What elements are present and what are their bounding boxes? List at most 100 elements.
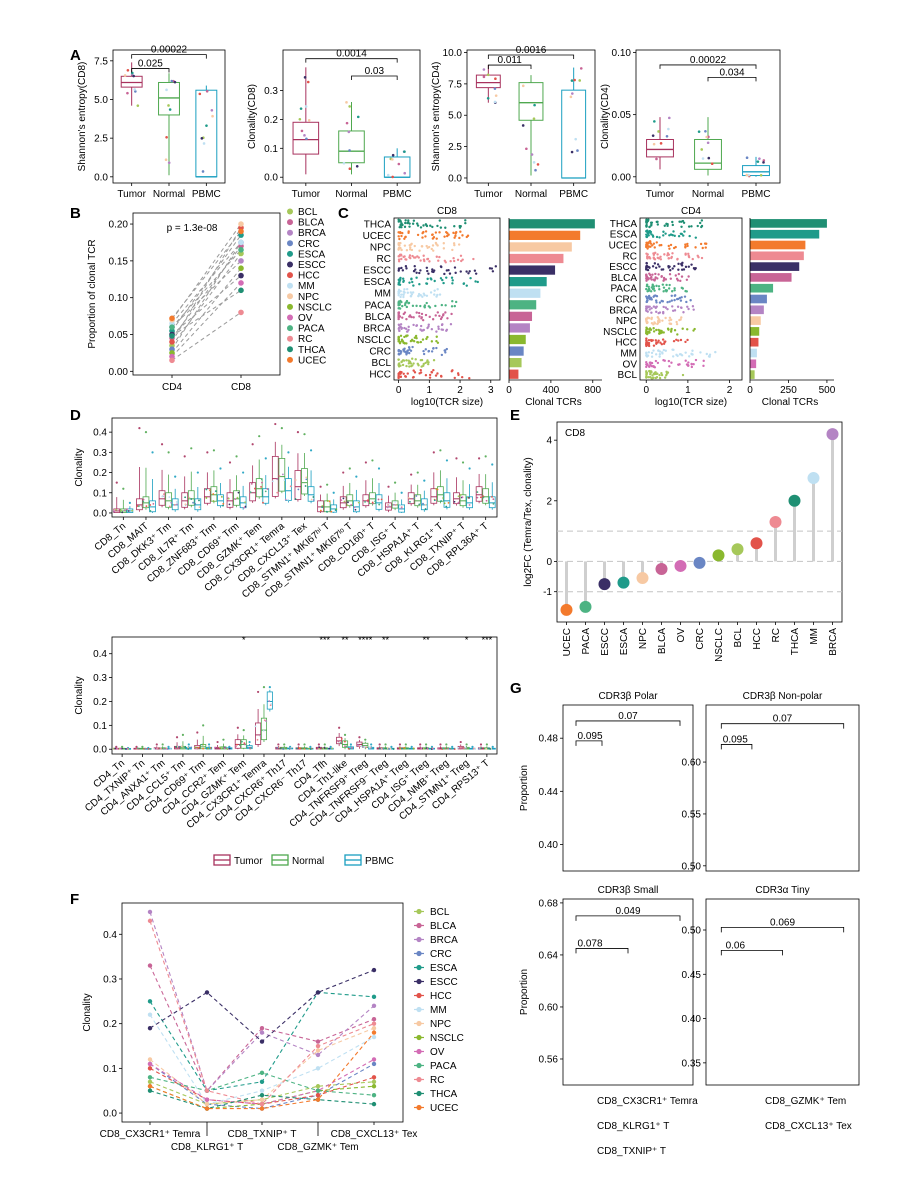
box-body [694,138,722,170]
chart-G1: CDR3β Polar0.400.440.48Proportion0.0950.… [519,691,694,872]
strip-point [673,265,676,268]
series-point [147,999,153,1004]
category-label: ESCC [363,266,391,277]
data-point [144,747,147,750]
box-body [353,500,360,513]
legend-label: HCC [298,271,320,282]
y-axis-label: Clonality [82,993,93,1031]
p-value-label: 0.06 [726,940,746,951]
data-point [530,153,534,156]
strip-point [658,355,661,358]
outlier-point [479,743,483,746]
outlier-point [135,745,138,748]
lollipop-head [731,543,744,556]
chart-A1-ytick-label: 2.5 [94,134,108,145]
chart-title: CDR3β Polar [598,691,658,702]
strip-point [421,236,424,239]
strip-point [658,353,662,356]
box-body [136,498,143,511]
data-point [570,150,574,154]
box-body [226,492,234,508]
x-tick-label: Normal [692,189,724,200]
strip-point [438,219,442,222]
strip-point [447,233,450,236]
chart-B-ytick-label: 0.05 [109,330,129,341]
data-point [310,498,313,501]
category-label: RC [623,251,637,262]
data-point [489,747,492,750]
data-point [268,700,271,702]
p-value-label: 0.00022 [690,55,727,66]
outlier-point [387,485,390,488]
strip-point [400,350,403,353]
chart-title: CD4 [681,206,701,217]
strip-point [657,349,660,352]
strip-point [660,373,664,377]
outlier-point [262,686,266,689]
strip-point [403,225,407,229]
chart-A3-ytick-label: 2.5 [448,142,462,153]
strip-point [410,242,413,246]
strip-point [408,351,411,355]
chart-D1: 0.00.10.20.30.4ClonalityCD8_TnCD8_MAITCD… [74,417,498,600]
strip-point [397,294,400,297]
x-tick-label: PBMC [383,189,412,200]
bar [509,219,595,229]
strip-point [408,346,411,349]
strip-point [403,303,407,307]
chart-F-ytick-label: 0.3 [103,974,117,985]
data-point [121,747,123,750]
data-point [344,740,346,743]
outlier-point [478,457,481,460]
outlier-point [303,743,306,746]
data-point [241,740,243,743]
strip-point [687,355,691,358]
data-point [343,500,346,503]
data-point [363,746,366,749]
category-label: MM [620,349,637,360]
data-point [295,747,298,750]
chart-F-ytick-label: 0.1 [103,1064,117,1075]
strip-point [422,292,426,295]
strip-point [408,361,411,365]
strip-point [651,244,654,247]
strip-point [649,328,653,331]
strip-point [406,330,409,333]
strip-point [403,291,406,294]
strip-point [420,316,424,319]
legend-swatch [287,219,293,226]
data-point [177,745,180,748]
strip-point [425,244,428,248]
strip-point [415,222,419,225]
legend-label: PACA [298,324,325,335]
data-point [447,501,450,504]
outlier-point [160,443,164,446]
strip-point [453,225,456,228]
box-body [165,492,172,508]
strip-point [655,241,658,244]
strip-point [405,258,408,261]
data-point-cd4 [169,357,175,364]
box-body [644,756,664,781]
strip-point [473,269,477,272]
legend-label: CRC [430,949,452,960]
strip-point [397,315,401,319]
chart-D2-ytick-label: 0.4 [93,649,107,660]
strip-point [657,339,660,342]
bar [750,359,757,369]
strip-point [404,221,407,225]
strip-point [417,294,420,298]
data-point [387,504,389,506]
strip-point [430,328,434,331]
strip-point [689,299,692,302]
strip-point [646,219,650,223]
strip-point [692,363,695,366]
strip-point [444,351,447,354]
strip-point [662,305,665,309]
strip-point [416,233,420,237]
data-point [391,158,394,161]
data-point [433,499,436,502]
data-point [398,746,401,749]
data-point [758,157,761,160]
data-point [745,156,749,160]
